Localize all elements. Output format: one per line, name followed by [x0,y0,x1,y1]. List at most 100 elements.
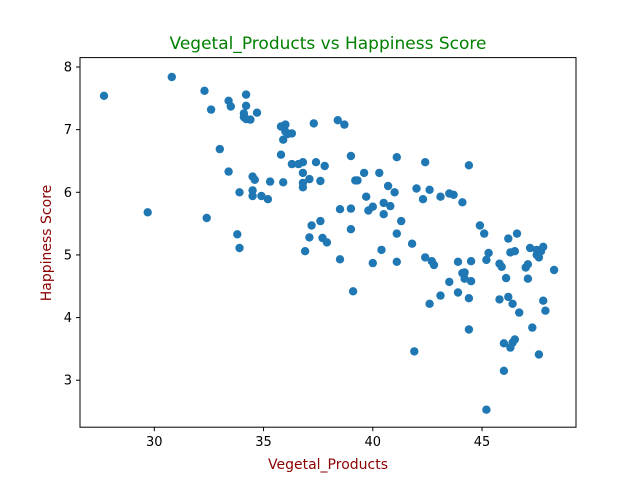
data-point [246,115,255,124]
data-point [460,274,469,283]
data-point [305,174,314,184]
points-layer [99,72,559,414]
data-point [99,91,109,101]
data-point [167,72,176,82]
data-point [541,306,550,315]
data-point [464,161,474,170]
data-point [279,135,288,144]
data-point [263,195,273,204]
y-axis-ticks: 3 4 5 6 7 8 [64,60,80,389]
data-point [379,210,388,219]
data-point [368,202,377,211]
data-point [311,158,321,167]
data-point [436,291,445,300]
data-point [224,167,233,176]
data-point [390,188,399,197]
data-point [539,242,548,251]
data-point [287,159,297,169]
data-point [316,216,325,226]
data-point [281,120,290,129]
data-point [407,239,417,248]
data-point [346,225,356,234]
data-point [512,229,522,238]
data-point [300,247,310,256]
data-point [484,248,493,258]
data-point [386,201,395,211]
data-point [316,176,325,186]
data-point [305,233,314,242]
data-point [298,183,308,192]
data-point [233,230,242,239]
data-point [383,181,393,191]
data-point [549,265,559,275]
y-tick-label: 4 [64,311,72,326]
data-point [252,108,262,117]
y-tick-label: 3 [64,374,72,389]
data-point [445,277,454,287]
plot-frame [79,57,577,428]
data-point [523,274,533,283]
data-point [241,90,251,99]
data-point [534,350,544,359]
data-point [298,158,308,167]
data-point [362,192,371,201]
data-point [425,299,434,308]
data-point [392,257,401,266]
data-point [235,188,244,197]
data-point [482,405,491,414]
data-point [359,168,369,178]
data-point [392,229,401,238]
data-point [320,161,329,171]
data-point [412,184,421,193]
data-point [202,213,211,223]
data-point [379,198,388,208]
data-point [248,191,257,201]
x-tick-label: 40 [365,435,382,450]
data-point [298,168,308,178]
data-point [200,86,209,96]
data-point [504,234,513,243]
y-tick-label: 6 [64,186,72,201]
data-point [143,208,152,217]
data-point [497,262,506,271]
data-point [453,288,463,297]
y-axis-label: Happiness Score [39,185,55,302]
data-point [226,102,235,111]
data-point [475,221,485,230]
x-tick-label: 35 [255,435,272,450]
data-point [346,204,356,213]
data-point [335,205,345,214]
data-point [348,287,358,296]
data-point [495,295,504,304]
data-point [287,129,297,138]
data-point [525,243,535,253]
data-point [453,257,463,266]
data-point [250,175,259,184]
data-point [368,258,377,268]
data-point [392,153,401,162]
data-point [460,268,469,277]
x-axis-ticks: 30 35 40 45 [146,427,490,450]
data-point [397,216,406,226]
data-point [508,299,517,308]
data-point [410,347,419,356]
data-point [333,116,342,125]
data-point [418,195,428,204]
data-point [421,253,430,262]
x-tick-label: 30 [146,435,163,450]
data-point [504,292,513,302]
data-point [241,101,251,111]
data-point [464,325,474,334]
data-point [322,238,332,247]
y-tick-label: 5 [64,248,72,263]
data-point [449,190,458,199]
data-point [235,243,244,253]
data-point [375,168,384,178]
data-point [265,177,275,186]
data-point [480,229,489,238]
data-point [307,221,316,230]
data-point [523,260,533,269]
data-point [429,260,439,270]
y-tick-label: 7 [64,123,72,138]
